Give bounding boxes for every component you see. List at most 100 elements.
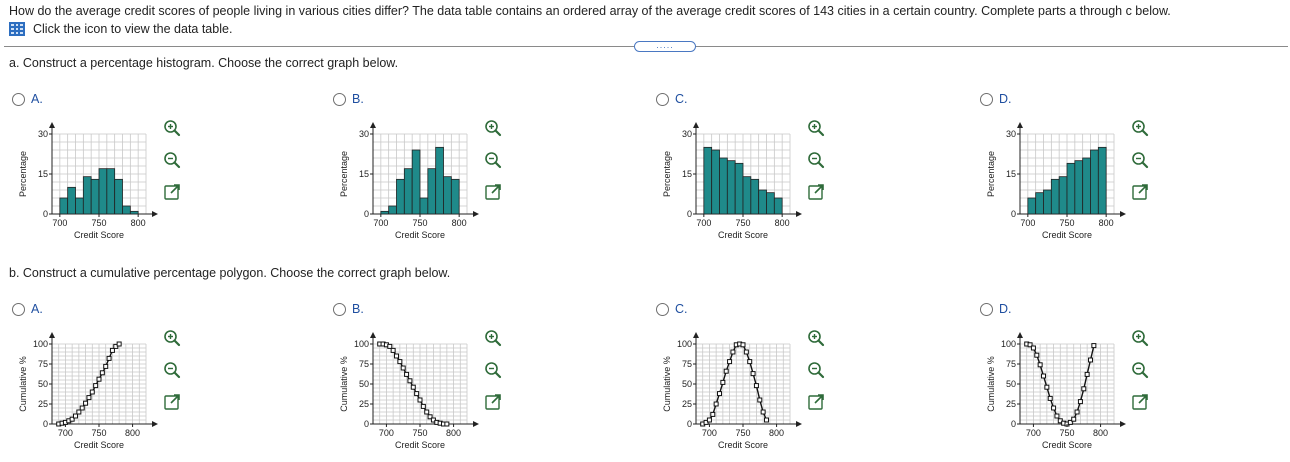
graph-tools bbox=[483, 118, 503, 202]
zoom-in-icon[interactable] bbox=[1130, 328, 1150, 348]
data-point bbox=[760, 409, 766, 415]
radio-button[interactable] bbox=[12, 302, 25, 316]
option-radio-label[interactable]: A. bbox=[12, 302, 43, 316]
data-point bbox=[83, 400, 89, 406]
x-tick-label: 700 bbox=[696, 218, 711, 228]
data-point bbox=[404, 371, 410, 377]
part-b-label: b. Construct a cumulative percentage pol… bbox=[9, 266, 451, 280]
y-axis-label: Percentage bbox=[339, 151, 349, 197]
data-point bbox=[757, 397, 763, 403]
data-point bbox=[73, 413, 78, 419]
radio-button[interactable] bbox=[980, 302, 993, 316]
bar bbox=[419, 197, 429, 215]
collapse-button[interactable]: ..... bbox=[634, 41, 696, 52]
part-a-option-a[interactable]: A. 0 15 30 700 750 800 Credit Score Percentage bbox=[12, 92, 312, 252]
expand-icon[interactable] bbox=[483, 392, 503, 412]
data-table-icon[interactable] bbox=[9, 22, 25, 36]
x-tick-label: 800 bbox=[131, 218, 146, 228]
expand-icon[interactable] bbox=[1130, 392, 1150, 412]
y-axis-arrow bbox=[1017, 332, 1023, 338]
data-point bbox=[723, 368, 729, 374]
bar bbox=[742, 176, 752, 215]
data-point bbox=[410, 384, 416, 390]
part-b-option-d[interactable]: D. 0 25 50 75 100 700 750 800 Credit Score Cumulat… bbox=[980, 302, 1280, 462]
y-tick-label: 30 bbox=[1006, 129, 1016, 139]
data-table-link[interactable]: Click the icon to view the data table. bbox=[9, 22, 232, 36]
option-radio-label[interactable]: D. bbox=[980, 302, 1012, 316]
zoom-in-icon[interactable] bbox=[162, 118, 182, 138]
option-radio-label[interactable]: B. bbox=[333, 92, 364, 106]
option-radio-label[interactable]: B. bbox=[333, 302, 364, 316]
zoom-in-icon[interactable] bbox=[483, 328, 503, 348]
bar bbox=[427, 168, 437, 215]
y-tick-label: 0 bbox=[1011, 419, 1016, 429]
radio-button[interactable] bbox=[333, 302, 346, 316]
part-b-option-a[interactable]: A. 0 25 50 75 100 700 750 800 Credit Score Cumulat… bbox=[12, 302, 312, 462]
y-axis-label: Percentage bbox=[662, 151, 672, 197]
radio-button[interactable] bbox=[656, 92, 669, 106]
bar bbox=[1058, 176, 1068, 215]
y-axis-label: Cumulative % bbox=[18, 356, 28, 412]
bar bbox=[450, 178, 460, 215]
zoom-out-icon[interactable] bbox=[162, 360, 182, 380]
y-tick-label: 30 bbox=[682, 129, 692, 139]
y-axis-arrow bbox=[49, 332, 55, 338]
graph-tools bbox=[483, 328, 503, 412]
data-point bbox=[750, 371, 756, 377]
zoom-out-icon[interactable] bbox=[1130, 360, 1150, 380]
option-radio-label[interactable]: C. bbox=[656, 302, 688, 316]
radio-button[interactable] bbox=[980, 92, 993, 106]
y-tick-label: 0 bbox=[687, 209, 692, 219]
histogram: 0 15 30 700 750 800 Credit Score Percentage bbox=[18, 122, 158, 240]
part-a-option-c[interactable]: C. 0 15 30 700 750 800 Credit Score Percentage bbox=[656, 92, 956, 252]
data-point bbox=[109, 347, 115, 353]
y-tick-label: 100 bbox=[1001, 339, 1016, 349]
zoom-out-icon[interactable] bbox=[483, 360, 503, 380]
y-axis-arrow bbox=[49, 122, 55, 128]
zoom-out-icon[interactable] bbox=[162, 150, 182, 170]
data-point bbox=[417, 397, 423, 403]
x-tick-label: 750 bbox=[735, 218, 750, 228]
y-tick-label: 75 bbox=[38, 359, 48, 369]
chart: 0 25 50 75 100 700 750 800 Credit Score Cumulativ… bbox=[333, 324, 483, 462]
part-b-option-b[interactable]: B. 0 25 50 75 100 700 750 800 Credit Score Cumulat… bbox=[333, 302, 633, 462]
zoom-in-icon[interactable] bbox=[483, 118, 503, 138]
option-radio-label[interactable]: C. bbox=[656, 92, 688, 106]
y-tick-label: 50 bbox=[359, 379, 369, 389]
expand-icon[interactable] bbox=[162, 392, 182, 412]
data-point bbox=[1081, 386, 1087, 392]
zoom-out-icon[interactable] bbox=[806, 360, 826, 380]
zoom-in-icon[interactable] bbox=[1130, 118, 1150, 138]
data-point bbox=[1074, 409, 1080, 415]
expand-icon[interactable] bbox=[162, 182, 182, 202]
zoom-out-icon[interactable] bbox=[806, 150, 826, 170]
part-a-option-b[interactable]: B. 0 15 30 700 750 800 Credit Score Percentage bbox=[333, 92, 633, 252]
x-axis-arrow bbox=[473, 211, 479, 217]
zoom-out-icon[interactable] bbox=[1130, 150, 1150, 170]
x-axis-label: Credit Score bbox=[395, 230, 445, 240]
graph-tools bbox=[162, 118, 182, 202]
option-radio-label[interactable]: A. bbox=[12, 92, 43, 106]
expand-icon[interactable] bbox=[1130, 182, 1150, 202]
expand-icon[interactable] bbox=[483, 182, 503, 202]
data-point bbox=[400, 365, 406, 371]
expand-icon[interactable] bbox=[806, 392, 826, 412]
bar bbox=[1097, 146, 1107, 215]
data-point bbox=[1030, 345, 1036, 351]
bar bbox=[1050, 178, 1060, 215]
part-a-label: a. Construct a percentage histogram. Cho… bbox=[9, 56, 399, 70]
zoom-out-icon[interactable] bbox=[483, 150, 503, 170]
zoom-in-icon[interactable] bbox=[806, 118, 826, 138]
x-tick-label: 750 bbox=[412, 218, 427, 228]
expand-icon[interactable] bbox=[806, 182, 826, 202]
radio-button[interactable] bbox=[333, 92, 346, 106]
option-radio-label[interactable]: D. bbox=[980, 92, 1012, 106]
zoom-in-icon[interactable] bbox=[162, 328, 182, 348]
radio-button[interactable] bbox=[12, 92, 25, 106]
part-a-option-d[interactable]: D. 0 15 30 700 750 800 Credit Score Percentage bbox=[980, 92, 1280, 252]
radio-button[interactable] bbox=[656, 302, 669, 316]
zoom-in-icon[interactable] bbox=[806, 328, 826, 348]
y-tick-label: 50 bbox=[1006, 379, 1016, 389]
part-b-option-c[interactable]: C. 0 25 50 75 100 700 750 800 Credit Score Cumulat… bbox=[656, 302, 956, 462]
